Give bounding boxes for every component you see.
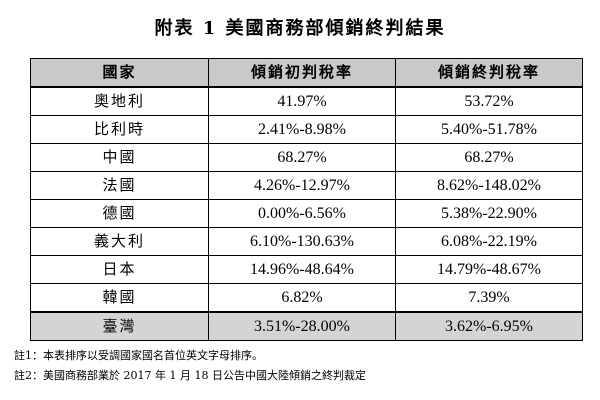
country-cell: 法國 <box>30 171 209 200</box>
country-cell: 中國 <box>30 143 209 172</box>
footnote-2: 註2：美國商務部業於 2017 年 1 月 18 日公告中國大陸傾銷之終判裁定 <box>14 369 366 382</box>
table-row: 中國 68.27% 68.27% <box>30 143 583 172</box>
country-cell: 奧地利 <box>30 86 209 116</box>
country-cell: 臺灣 <box>30 311 209 341</box>
preliminary-rate-cell: 4.26%-12.97% <box>208 171 396 200</box>
country-cell: 德國 <box>30 199 209 228</box>
footnote-1: 註1：本表排序以受調國家國名首位英文字母排序。 <box>14 349 263 362</box>
table-row: 奧地利 41.97% 53.72% <box>30 86 583 116</box>
table-title: 附表 1 美國商務部傾銷終判結果 <box>154 18 446 39</box>
header-country: 國家 <box>30 58 209 88</box>
final-rate-cell: 68.27% <box>395 143 583 172</box>
preliminary-rate-cell: 2.41%-8.98% <box>208 115 396 144</box>
final-rate-cell: 8.62%-148.02% <box>395 171 583 200</box>
header-final-rate: 傾銷終判稅率 <box>395 58 583 88</box>
preliminary-rate-cell: 6.82% <box>208 283 396 313</box>
table-row: 德國 0.00%-6.56% 5.38%-22.90% <box>30 199 583 228</box>
final-rate-cell: 5.40%-51.78% <box>395 115 583 144</box>
table-row-highlighted: 臺灣 3.51%-28.00% 3.62%-6.95% <box>30 311 583 341</box>
final-rate-cell: 6.08%-22.19% <box>395 227 583 256</box>
header-preliminary-rate: 傾銷初判稅率 <box>208 58 396 88</box>
country-cell: 比利時 <box>30 115 209 144</box>
preliminary-rate-cell: 41.97% <box>208 86 396 116</box>
country-cell: 義大利 <box>30 227 209 256</box>
table-header-row: 國家 傾銷初判稅率 傾銷終判稅率 <box>30 58 583 88</box>
preliminary-rate-cell: 68.27% <box>208 143 396 172</box>
table-row: 比利時 2.41%-8.98% 5.40%-51.78% <box>30 115 583 144</box>
final-rate-cell: 14.79%-48.67% <box>395 255 583 284</box>
final-rate-cell: 7.39% <box>395 283 583 313</box>
final-rate-cell: 3.62%-6.95% <box>395 311 583 341</box>
table-row: 義大利 6.10%-130.63% 6.08%-22.19% <box>30 227 583 256</box>
preliminary-rate-cell: 0.00%-6.56% <box>208 199 396 228</box>
final-rate-cell: 53.72% <box>395 86 583 116</box>
preliminary-rate-cell: 14.96%-48.64% <box>208 255 396 284</box>
preliminary-rate-cell: 3.51%-28.00% <box>208 311 396 341</box>
dumping-duty-table: 國家 傾銷初判稅率 傾銷終判稅率 奧地利 41.97% 53.72% 比利時 2… <box>30 58 583 341</box>
footnotes: 註1：本表排序以受調國家國名首位英文字母排序。 註2：美國商務部業於 2017 … <box>14 346 594 386</box>
table-row: 法國 4.26%-12.97% 8.62%-148.02% <box>30 171 583 200</box>
preliminary-rate-cell: 6.10%-130.63% <box>208 227 396 256</box>
final-rate-cell: 5.38%-22.90% <box>395 199 583 228</box>
country-cell: 韓國 <box>30 283 209 313</box>
table-row: 韓國 6.82% 7.39% <box>30 283 583 313</box>
country-cell: 日本 <box>30 255 209 284</box>
table-row: 日本 14.96%-48.64% 14.79%-48.67% <box>30 255 583 284</box>
